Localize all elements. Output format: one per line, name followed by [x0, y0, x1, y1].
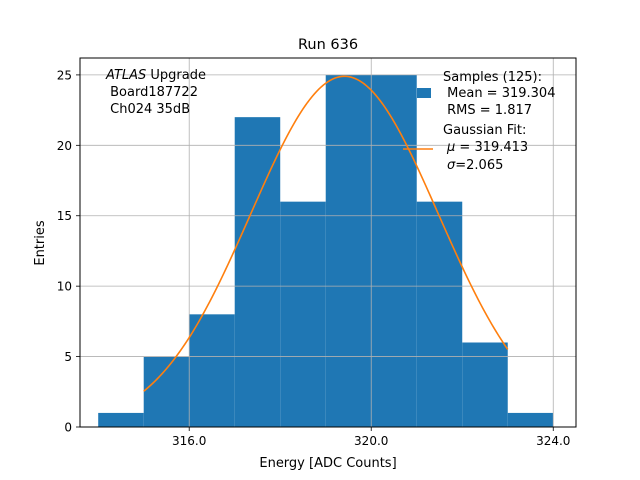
y-tick-label-3: 15 — [57, 209, 72, 223]
legend-hist-line-2: Mean = 319.304 — [443, 86, 555, 101]
y-tick-label-0: 0 — [64, 421, 72, 435]
x-tick-label-0: 316.0 — [172, 434, 206, 448]
histogram-bar-7 — [417, 202, 463, 427]
chart-title: Run 636 — [298, 37, 358, 53]
annotation-atlas-word: ATLAS — [105, 68, 146, 83]
legend-hist-swatch — [417, 88, 431, 98]
annotation-line-2: Board187722 — [106, 85, 198, 100]
legend-fit-line-1: Gaussian Fit: — [443, 123, 526, 138]
histogram-bar-9 — [508, 413, 554, 427]
histogram-bar-0 — [98, 413, 144, 427]
x-axis-label: Energy [ADC Counts] — [259, 456, 396, 471]
histogram-bar-4 — [280, 202, 326, 427]
annotation-upgrade-word: Upgrade — [146, 68, 206, 83]
histogram-bar-2 — [189, 314, 235, 427]
legend-hist-line-3: RMS = 1.817 — [443, 103, 532, 118]
y-tick-label-1: 5 — [64, 350, 72, 364]
histogram-chart: Run 636 316.0 320.0 324.0 0 5 10 15 20 25 Energ… — [0, 0, 640, 480]
legend-mu-symbol: μ — [446, 140, 455, 155]
histogram-bar-1 — [144, 357, 190, 427]
legend-sigma-value: =2.065 — [455, 158, 503, 173]
y-tick-label-2: 10 — [57, 280, 72, 294]
y-tick-label-5: 25 — [57, 68, 72, 82]
legend-fit-line-3: σ=2.065 — [447, 158, 503, 173]
legend-hist-line-1: Samples (125): — [443, 70, 542, 85]
x-tick-label-1: 320.0 — [354, 434, 388, 448]
x-tick-label-2: 324.0 — [536, 434, 570, 448]
histogram-bar-8 — [462, 342, 508, 427]
y-axis-label: Entries — [33, 220, 48, 266]
annotation-line-1: ATLAS Upgrade — [105, 68, 206, 83]
y-tick-label-4: 20 — [57, 139, 72, 153]
annotation-line-3: Ch024 35dB — [106, 102, 190, 117]
histogram-bar-5 — [326, 75, 372, 427]
legend-fit-line-2: μ = 319.413 — [446, 140, 528, 155]
histogram-bar-6 — [371, 75, 417, 427]
legend-mu-value: = 319.413 — [455, 140, 528, 155]
